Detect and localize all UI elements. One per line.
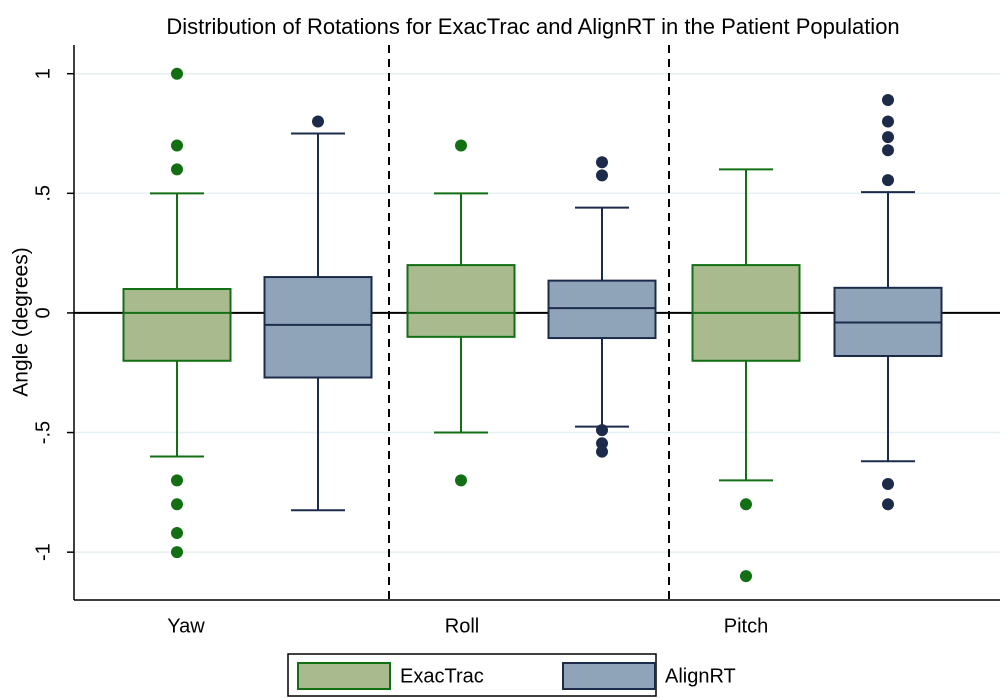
box <box>263 276 373 379</box>
outlier <box>882 115 894 128</box>
outlier <box>882 477 894 490</box>
y-tick-label: -1 <box>32 543 54 561</box>
outlier <box>312 115 324 128</box>
legend-label: ExacTrac <box>400 665 484 687</box>
outlier <box>455 139 467 152</box>
box <box>406 264 516 338</box>
y-axis-label: Angle (degrees) <box>10 247 33 396</box>
y-tick-label: 1 <box>32 68 54 79</box>
y-tick-label: .5 <box>32 185 54 202</box>
outlier <box>171 498 183 511</box>
outlier <box>171 139 183 152</box>
outlier <box>596 424 608 437</box>
outlier <box>171 527 183 540</box>
outlier <box>882 144 894 157</box>
outlier <box>171 67 183 80</box>
outlier <box>171 474 183 487</box>
legend-swatch <box>297 662 391 690</box>
x-tick-label: Pitch <box>724 615 768 637</box>
outlier <box>596 437 608 450</box>
outlier <box>740 498 752 511</box>
outlier <box>596 156 608 169</box>
outlier <box>882 498 894 511</box>
outlier <box>171 163 183 176</box>
outlier <box>455 474 467 487</box>
x-tick-label: Yaw <box>167 615 205 637</box>
box <box>547 279 657 340</box>
legend-swatch <box>562 662 656 690</box>
outlier <box>882 94 894 107</box>
outlier <box>596 169 608 182</box>
outlier <box>740 570 752 583</box>
outlier <box>596 445 608 458</box>
y-tick-label: -.5 <box>32 421 54 444</box>
outlier <box>171 546 183 559</box>
chart-title: Distribution of Rotations for ExacTrac a… <box>166 14 899 39</box>
outlier <box>882 131 894 144</box>
outlier <box>882 174 894 187</box>
y-tick-label: 0 <box>32 307 54 318</box>
legend-label: AlignRT <box>665 665 736 687</box>
x-tick-label: Roll <box>445 615 479 637</box>
box <box>122 288 232 362</box>
